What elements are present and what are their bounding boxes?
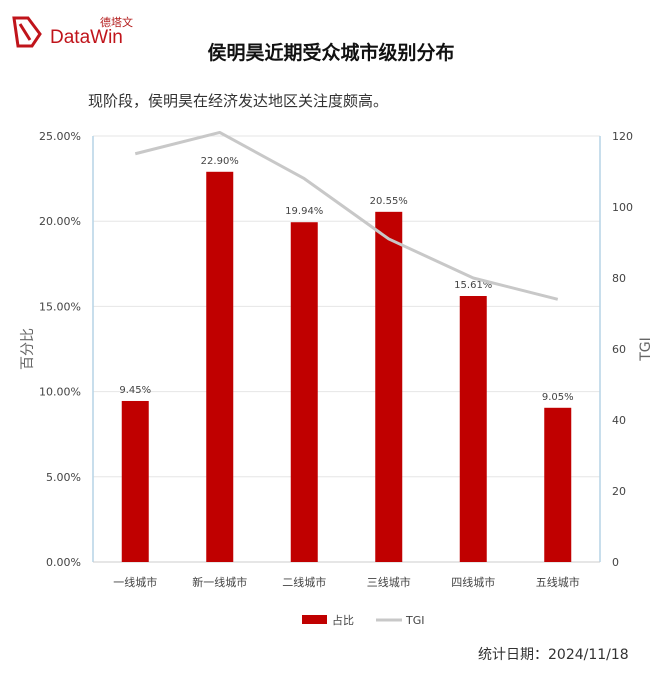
bar-data-label: 19.94%: [285, 206, 323, 217]
legend-label-line: TGI: [405, 614, 425, 627]
stat-date: 统计日期：2024/11/18: [478, 647, 629, 663]
bar-data-label: 22.90%: [201, 156, 239, 167]
y-tick-label: 0.00%: [46, 556, 81, 569]
bar: [290, 222, 318, 562]
y-tick-label: 10.00%: [39, 386, 81, 399]
bar-data-label: 9.05%: [542, 392, 574, 403]
y-tick-label: 5.00%: [46, 471, 81, 484]
bar: [544, 407, 572, 562]
logo-en-text: DataWin: [50, 27, 123, 48]
x-tick-label: 一线城市: [113, 575, 157, 589]
bar: [121, 400, 149, 562]
x-tick-label: 五线城市: [536, 575, 580, 589]
bar: [459, 296, 487, 562]
tgi-line: [134, 130, 559, 301]
chart-title: 侯明昊近期受众城市级别分布: [207, 42, 455, 64]
bar-data-label: 20.55%: [370, 196, 408, 207]
x-tick-label: 三线城市: [367, 575, 411, 589]
legend-label-bar: 占比: [332, 613, 354, 627]
y2-axis-title: TGI: [638, 337, 654, 362]
x-tick-label: 四线城市: [451, 575, 495, 589]
y2-tick-label: 40: [612, 414, 626, 427]
x-tick-label: 新一线城市: [192, 575, 247, 589]
y-tick-label: 20.00%: [39, 215, 81, 228]
bar: [206, 171, 234, 562]
y2-tick-label: 60: [612, 343, 626, 356]
y-axis-title: 百分比: [20, 328, 36, 370]
datawin-logo-icon: [12, 16, 42, 48]
bar: [375, 211, 403, 562]
bar-data-label: 9.45%: [119, 385, 151, 396]
y2-tick-label: 120: [612, 130, 633, 143]
logo-cn-text: 德塔文: [100, 16, 133, 29]
y2-tick-label: 20: [612, 485, 626, 498]
legend-swatch-bar: [302, 615, 327, 624]
datawin-logo: 德塔文 DataWin: [10, 10, 160, 50]
y2-tick-label: 100: [612, 201, 633, 214]
y2-tick-label: 0: [612, 556, 619, 569]
y-tick-label: 25.00%: [39, 130, 81, 143]
chart-subtitle: 现阶段，侯明昊在经济发达地区关注度颇高。: [88, 92, 389, 110]
y-tick-label: 15.00%: [39, 300, 81, 313]
x-tick-label: 二线城市: [282, 575, 326, 589]
bar-data-label: 15.61%: [454, 280, 492, 291]
y2-tick-label: 80: [612, 272, 626, 285]
